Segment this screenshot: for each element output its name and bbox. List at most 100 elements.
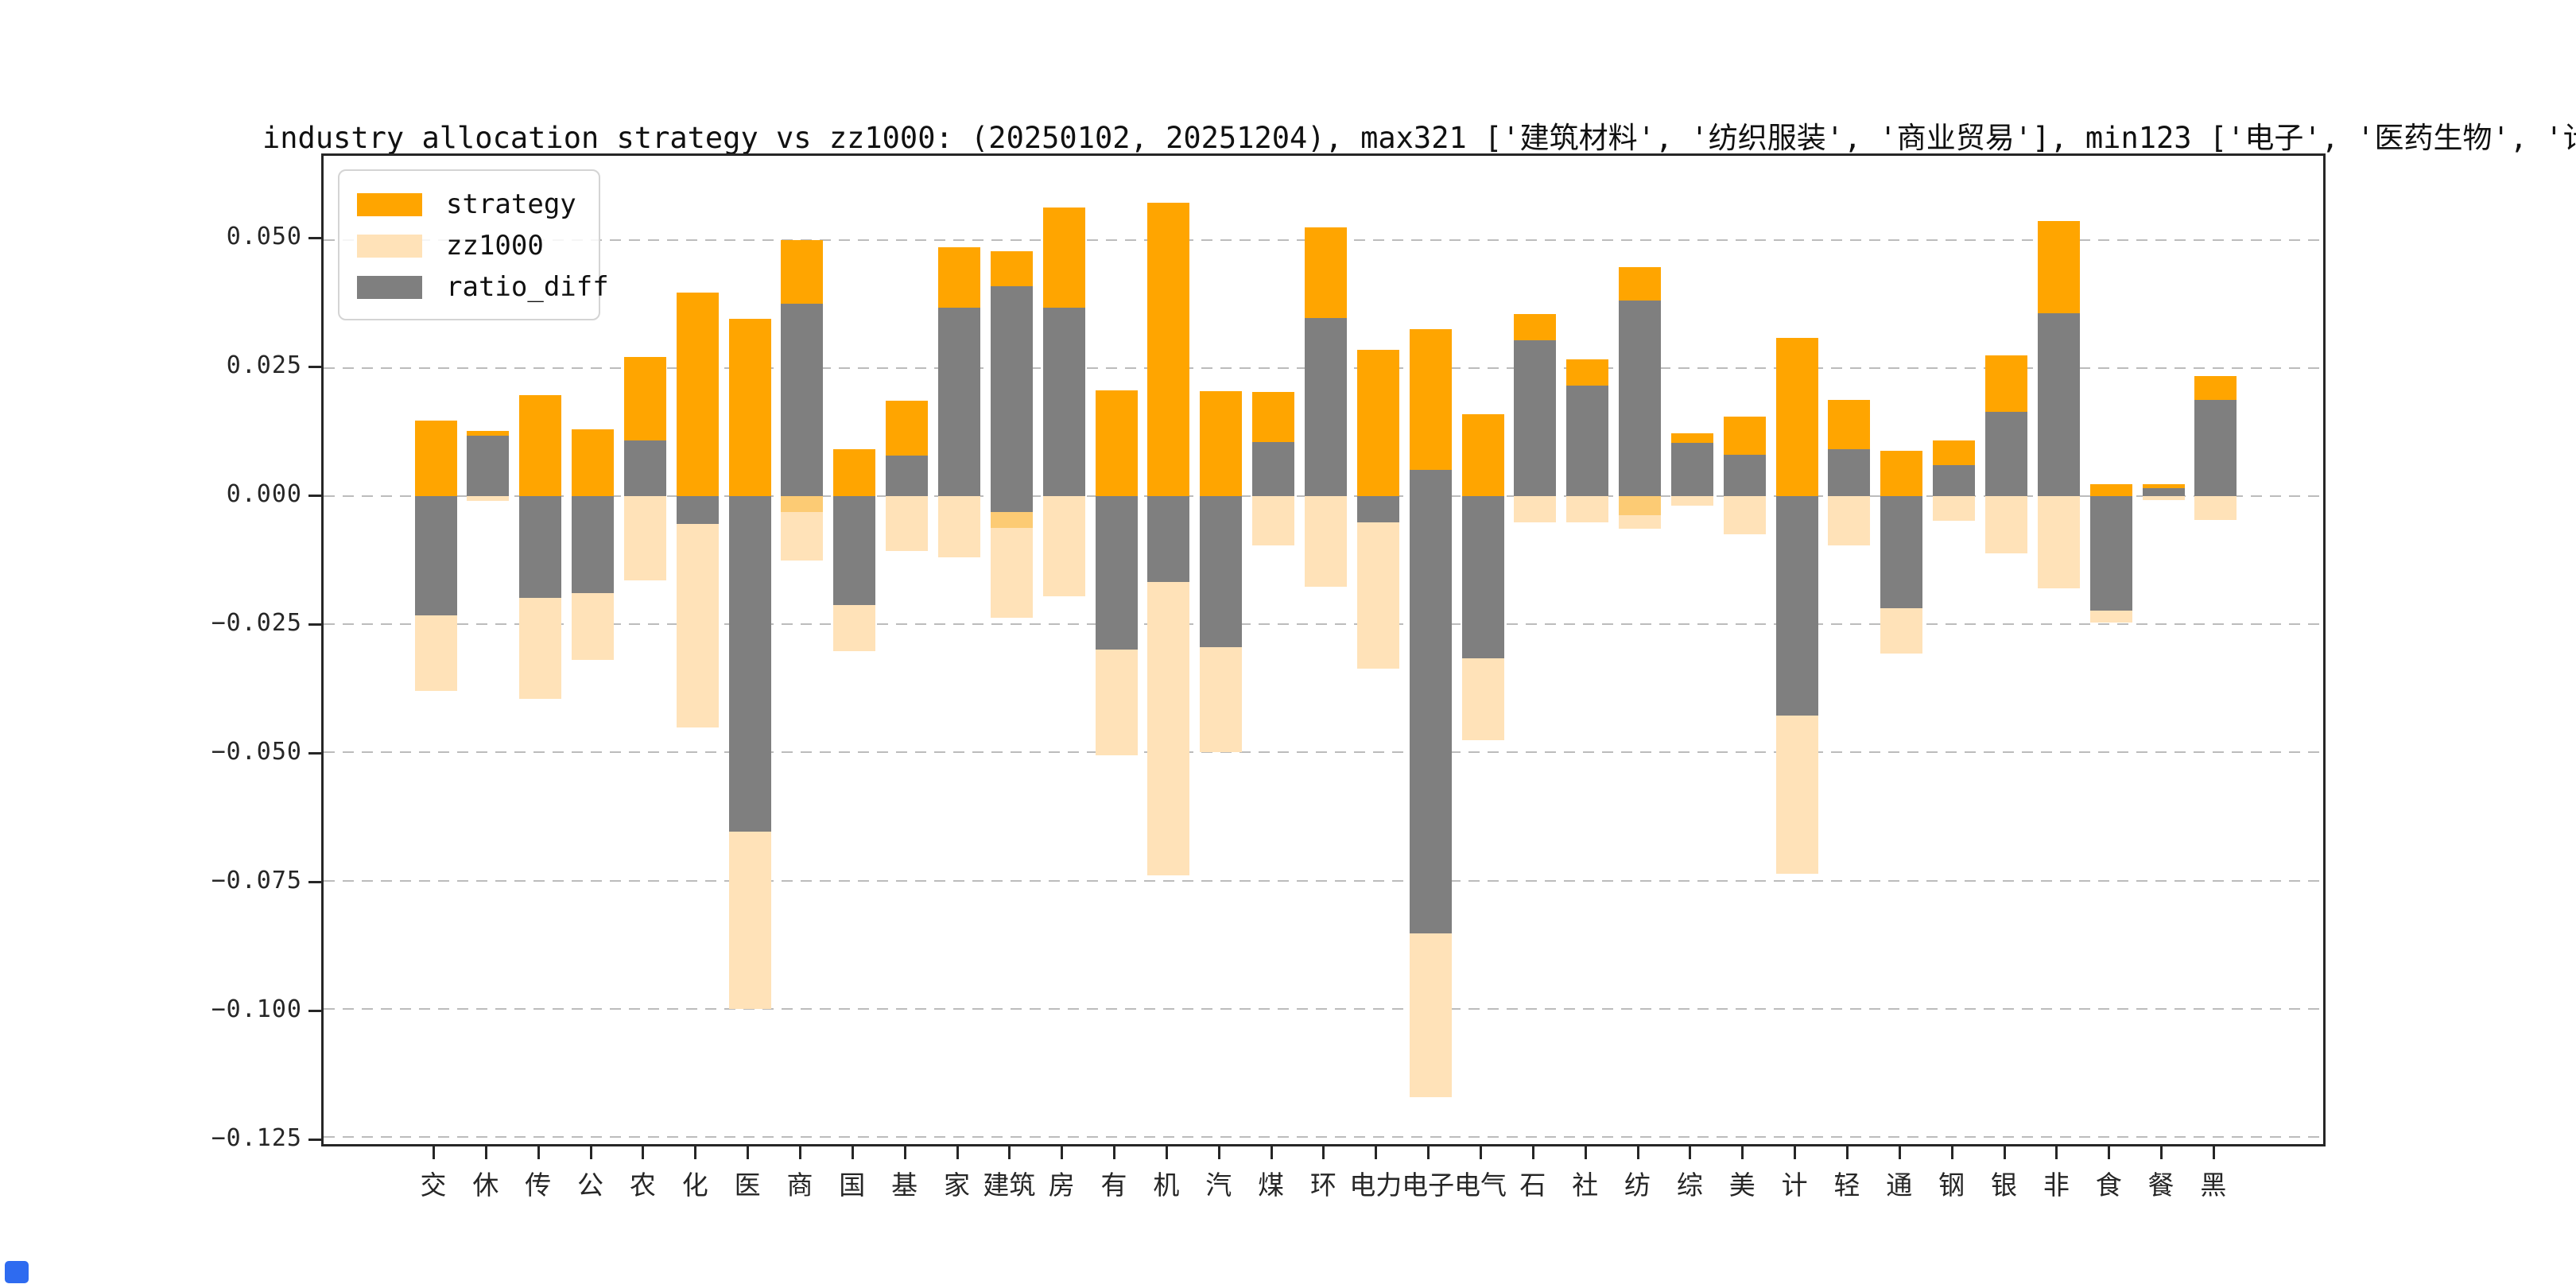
bar-segment-zz1000 [1095,650,1138,756]
bar-segment-strategy [1304,227,1347,319]
x-tick-mark [1794,1146,1797,1159]
bar-segment-ratio-diff [833,495,876,605]
bar-segment-strategy [1723,416,1766,455]
bar-segment-strategy [572,429,615,496]
bar-segment-zz1000 [1933,495,1976,521]
bar-segment-zz1000 [1775,715,1818,875]
x-tick-mark [1165,1146,1168,1159]
bar-segment-zz1000 [728,831,771,1009]
bar-segment-zz1000 [572,593,615,661]
bar-segment-strategy [414,421,457,496]
bar-segment-zz1000 [1200,647,1243,753]
bar-segment-ratio-diff [886,455,929,496]
x-tick-mark [1741,1146,1744,1159]
x-tick-mark [1375,1146,1378,1159]
y-tick-label: 0.000 [226,480,302,508]
x-tick-label: 汽 [1205,1170,1232,1201]
bar-segment-ratio-diff [1252,441,1295,496]
chart-title: industry allocation strategy vs zz1000: … [262,121,2576,155]
x-tick-mark [1270,1146,1273,1159]
bar-segment-strategy [623,356,666,441]
x-tick-label: 交 [420,1170,447,1201]
bar-segment-zz1000 [1566,495,1609,522]
legend-box: strategy zz1000 ratio_diff [338,169,609,320]
corner-badge-icon [5,1261,29,1283]
y-tick-label: −0.125 [211,1123,302,1152]
bar-segment-zz1000 [990,527,1033,619]
gridline-y--0.05 [324,751,2323,754]
x-tick-label: 机 [1153,1170,1180,1201]
x-tick-label: 煤 [1258,1170,1285,1201]
x-tick-mark [2160,1146,2163,1159]
bar-segment-ratio-diff [1200,495,1243,648]
bar-segment-strategy [781,239,824,305]
y-tick-mark [308,366,321,368]
x-tick-mark [642,1146,645,1159]
bar-segment-zz1000 [519,598,562,700]
bar-segment-strategy [519,394,562,496]
legend-item-zz1000: zz1000 [357,225,581,266]
y-tick-label: −0.075 [211,866,302,894]
gridline-y--0.025 [324,623,2323,626]
x-tick-mark [694,1146,697,1159]
x-tick-label: 公 [577,1170,604,1201]
x-tick-mark [903,1146,906,1159]
y-tick-label: 0.050 [226,223,302,250]
bar-segment-ratio-diff [1147,495,1190,583]
bar-segment-ratio-diff [519,495,562,599]
y-tick-mark [308,237,321,239]
x-tick-mark [589,1146,592,1159]
bar-segment-ratio-diff [781,304,824,496]
bar-segment-ratio-diff [2194,399,2237,496]
bar-segment-ratio-diff [1985,412,2027,496]
x-tick-mark [956,1146,959,1159]
x-tick-mark [1531,1146,1534,1159]
x-tick-mark [2108,1146,2111,1159]
bar-segment-zz1000 [1514,495,1557,522]
x-tick-mark [747,1146,750,1159]
x-tick-mark [1008,1146,1011,1159]
legend-label-zz1000: zz1000 [446,230,544,262]
legend-item-ratio_diff: ratio_diff [357,266,609,308]
x-tick-label: 国 [839,1170,866,1201]
gridline-y--0.075 [324,879,2323,882]
x-tick-label: 房 [1048,1170,1075,1201]
x-tick-label: 医 [734,1170,761,1201]
legend-label-ratio_diff: ratio_diff [446,271,609,303]
bar-segment-zz1000 [1619,514,1662,530]
x-tick-mark [2003,1146,2006,1159]
bar-segment-ratio-diff [1095,495,1138,650]
bar-segment-ratio-diff [2089,495,2132,611]
x-tick-mark [1845,1146,1849,1159]
y-tick-mark [308,752,321,755]
bar-segment-ratio-diff [1670,442,1713,496]
bar-segment-ratio-diff [1566,386,1609,496]
x-tick-label: 家 [944,1170,970,1201]
x-tick-label: 计 [1781,1170,1808,1201]
bar-segment-zz1000 [2089,611,2132,623]
bar-segment-ratio-diff [1042,308,1085,496]
bar-segment-zz1000 [781,511,824,561]
bar-segment-ratio-diff [1461,495,1504,658]
x-tick-label: 轻 [1833,1170,1860,1201]
bar-segment-strategy [2194,376,2237,400]
bar-segment-strategy [1409,329,1452,471]
x-tick-mark [1636,1146,1639,1159]
bar-segment-zz1000 [467,495,510,502]
bar-segment-ratio-diff [1775,495,1818,716]
x-tick-label: 纺 [1624,1170,1651,1201]
x-tick-mark [433,1146,435,1159]
bar-segment-zz1000 [1880,607,1923,654]
x-tick-mark [1061,1146,1064,1159]
x-tick-label: 钢 [1938,1170,1965,1201]
bar-segment-strategy [1985,355,2027,413]
bar-segment-zz1000 [1042,495,1085,597]
gridline-y--0.1 [324,1007,2323,1010]
bar-segment-strategy [886,400,929,456]
bar-segment-zz1000 [2037,495,2080,588]
bar-segment-strategy [833,449,876,496]
x-tick-mark [1322,1146,1325,1159]
bar-segment-strategy [1775,337,1818,496]
x-tick-mark [1427,1146,1430,1159]
bar-segment-ratio-diff [938,308,980,496]
